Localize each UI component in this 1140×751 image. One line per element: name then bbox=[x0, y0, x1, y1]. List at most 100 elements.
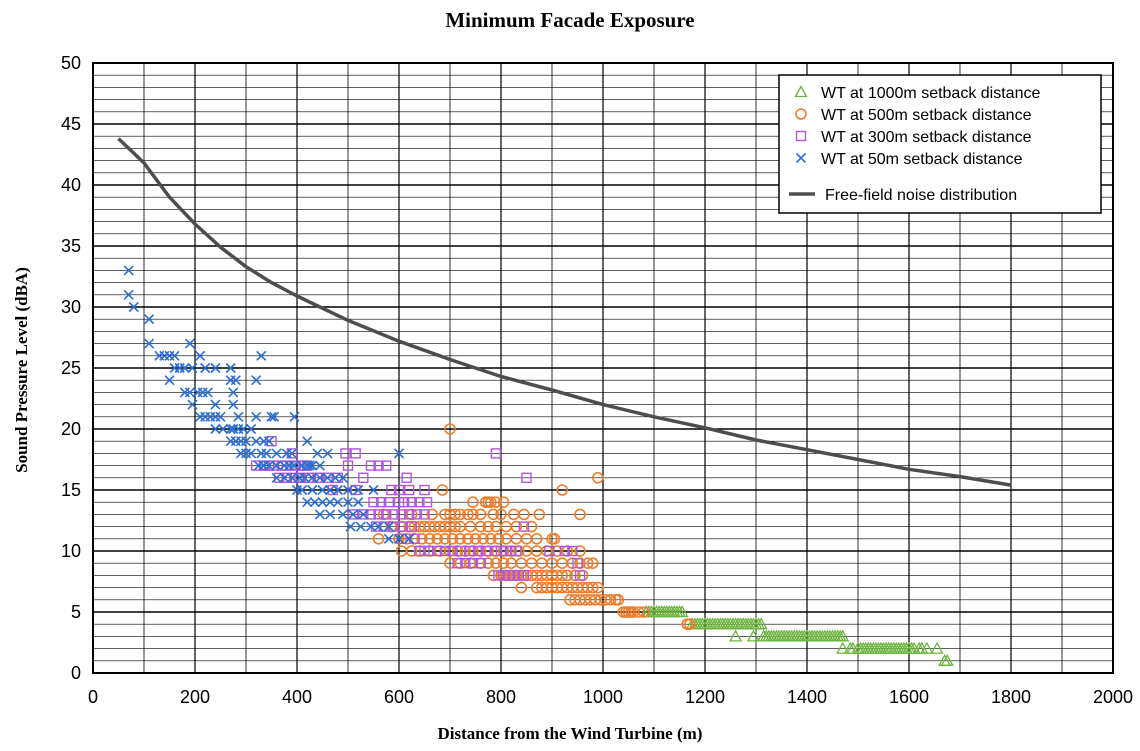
data-point bbox=[314, 460, 326, 471]
data-point bbox=[474, 520, 487, 533]
data-point bbox=[490, 557, 502, 570]
data-point bbox=[484, 532, 497, 545]
data-point bbox=[490, 496, 502, 509]
data-point bbox=[497, 557, 510, 570]
series-square bbox=[250, 436, 586, 581]
data-point bbox=[240, 436, 252, 447]
data-point bbox=[920, 641, 934, 654]
data-point bbox=[373, 509, 384, 520]
data-point bbox=[612, 593, 625, 606]
data-point bbox=[373, 460, 384, 471]
data-point bbox=[332, 497, 343, 508]
data-point bbox=[449, 508, 461, 521]
data-point bbox=[299, 472, 310, 483]
data-point bbox=[683, 618, 696, 631]
y-tick-label: 0 bbox=[71, 663, 81, 683]
data-point bbox=[462, 532, 474, 545]
data-point bbox=[266, 411, 277, 422]
data-point bbox=[521, 472, 532, 483]
data-point bbox=[238, 423, 249, 435]
data-point bbox=[164, 375, 175, 386]
data-point bbox=[556, 484, 569, 496]
data-point bbox=[574, 545, 586, 557]
data-point bbox=[423, 532, 436, 545]
data-point bbox=[632, 606, 645, 618]
data-point bbox=[515, 581, 528, 594]
data-point bbox=[436, 484, 449, 496]
data-point bbox=[246, 448, 257, 459]
data-point bbox=[401, 472, 412, 483]
free-field-noise-line bbox=[117, 137, 1012, 487]
data-point bbox=[446, 532, 459, 545]
data-point bbox=[940, 653, 954, 666]
data-point bbox=[200, 362, 211, 374]
data-point bbox=[322, 472, 333, 483]
x-axis-label: Distance from the Wind Turbine (m) bbox=[437, 724, 703, 743]
data-point bbox=[460, 558, 471, 569]
data-point bbox=[406, 521, 417, 532]
data-point bbox=[836, 629, 850, 642]
data-point bbox=[317, 484, 328, 496]
data-point bbox=[246, 423, 257, 435]
data-point bbox=[475, 558, 486, 569]
data-point bbox=[465, 545, 476, 557]
data-point bbox=[930, 641, 944, 654]
data-point bbox=[302, 436, 313, 447]
data-point bbox=[405, 545, 418, 557]
data-point bbox=[365, 509, 377, 520]
data-point bbox=[353, 497, 364, 508]
data-point bbox=[586, 557, 599, 570]
data-point bbox=[289, 411, 300, 422]
data-point bbox=[581, 557, 594, 570]
data-point bbox=[337, 472, 348, 483]
data-point bbox=[431, 532, 444, 545]
data-point bbox=[289, 460, 300, 471]
data-point bbox=[297, 484, 308, 496]
data-point bbox=[746, 629, 761, 642]
legend-label: WT at 300m setback distance bbox=[821, 129, 1032, 146]
legend-marker bbox=[795, 108, 807, 120]
x-tick-label: 800 bbox=[486, 687, 516, 707]
data-point bbox=[228, 387, 239, 398]
data-point bbox=[393, 533, 405, 544]
data-point bbox=[350, 484, 361, 496]
x-tick-label: 0 bbox=[88, 687, 98, 707]
data-point bbox=[518, 570, 530, 581]
data-point bbox=[444, 423, 456, 435]
data-point bbox=[454, 532, 467, 545]
data-point bbox=[467, 508, 479, 521]
data-point bbox=[424, 545, 435, 557]
data-point bbox=[307, 484, 318, 496]
data-point bbox=[426, 508, 438, 521]
data-point bbox=[383, 533, 394, 544]
data-point bbox=[340, 448, 351, 459]
data-point bbox=[574, 570, 586, 581]
data-point bbox=[386, 484, 397, 496]
legend-marker bbox=[794, 85, 808, 98]
data-point bbox=[144, 314, 155, 325]
data-point bbox=[432, 545, 443, 557]
data-point bbox=[454, 508, 467, 521]
data-point bbox=[511, 545, 522, 557]
data-point bbox=[396, 533, 407, 544]
y-tick-label: 35 bbox=[61, 236, 81, 256]
data-point bbox=[309, 497, 320, 508]
data-point bbox=[406, 497, 417, 508]
data-point bbox=[144, 338, 155, 349]
data-point bbox=[449, 520, 461, 533]
data-point bbox=[314, 472, 326, 483]
data-point bbox=[179, 362, 190, 374]
legend-box bbox=[778, 74, 1102, 214]
data-point bbox=[266, 436, 277, 447]
data-point bbox=[574, 508, 586, 521]
data-point bbox=[358, 509, 369, 520]
data-point bbox=[251, 375, 262, 386]
data-point bbox=[567, 545, 578, 557]
x-tick-label: 1800 bbox=[991, 687, 1031, 707]
data-point bbox=[393, 484, 405, 496]
data-point bbox=[250, 460, 262, 471]
legend-label: Free-field noise distribution bbox=[825, 187, 1017, 204]
data-point bbox=[358, 472, 369, 483]
series-x bbox=[123, 265, 415, 544]
